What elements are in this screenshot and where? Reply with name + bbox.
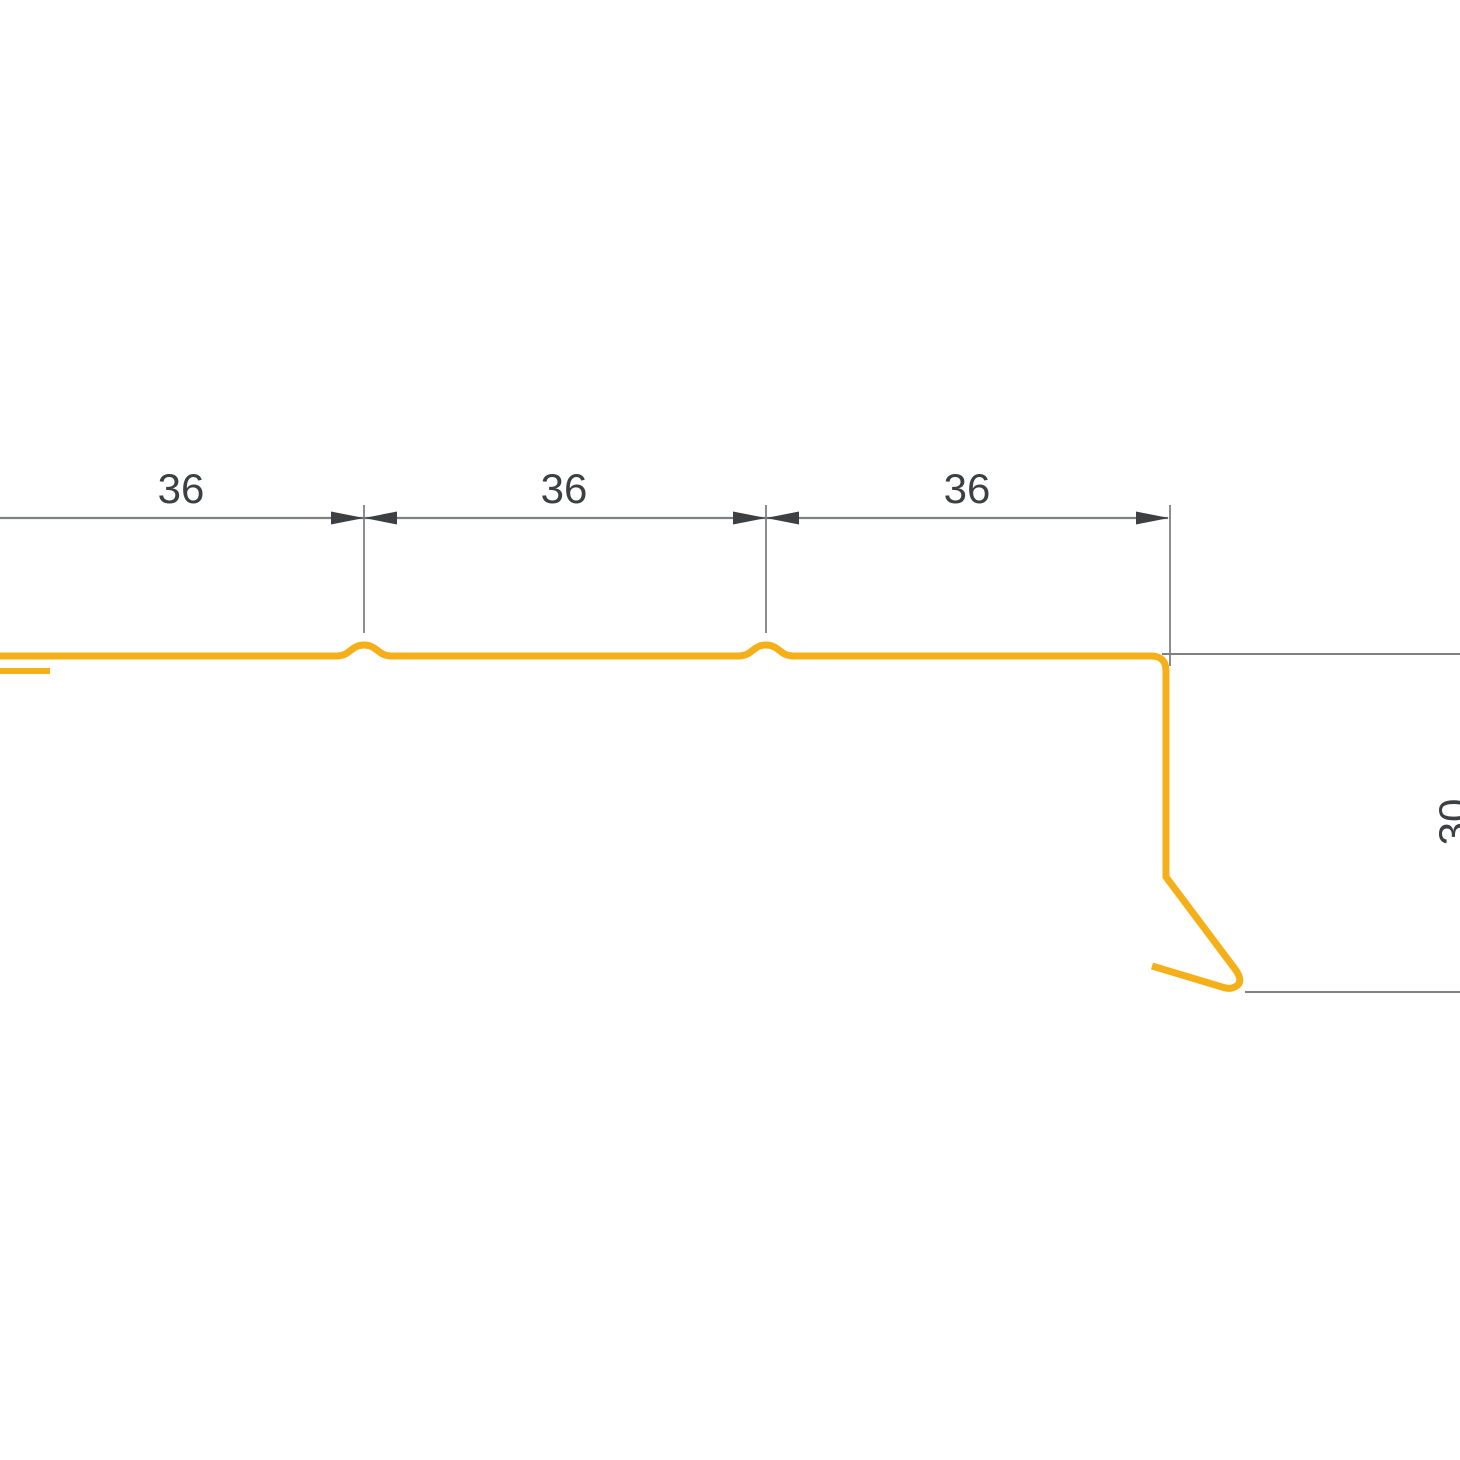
dimension-arrow-seg1-end (331, 511, 364, 525)
dimension-arrow-seg3-start (766, 511, 799, 525)
dimension-label-36-1: 36 (158, 465, 205, 512)
dimension-label-36-3: 36 (944, 465, 991, 512)
dimension-arrow-seg3-end (1136, 511, 1169, 525)
dimension-label-30: 30 (1430, 799, 1460, 846)
dimension-arrow-seg2-end (733, 511, 766, 525)
dimension-arrow-seg2-start (364, 511, 397, 525)
dimension-label-36-2: 36 (541, 465, 588, 512)
profile-outline (0, 641, 1244, 992)
